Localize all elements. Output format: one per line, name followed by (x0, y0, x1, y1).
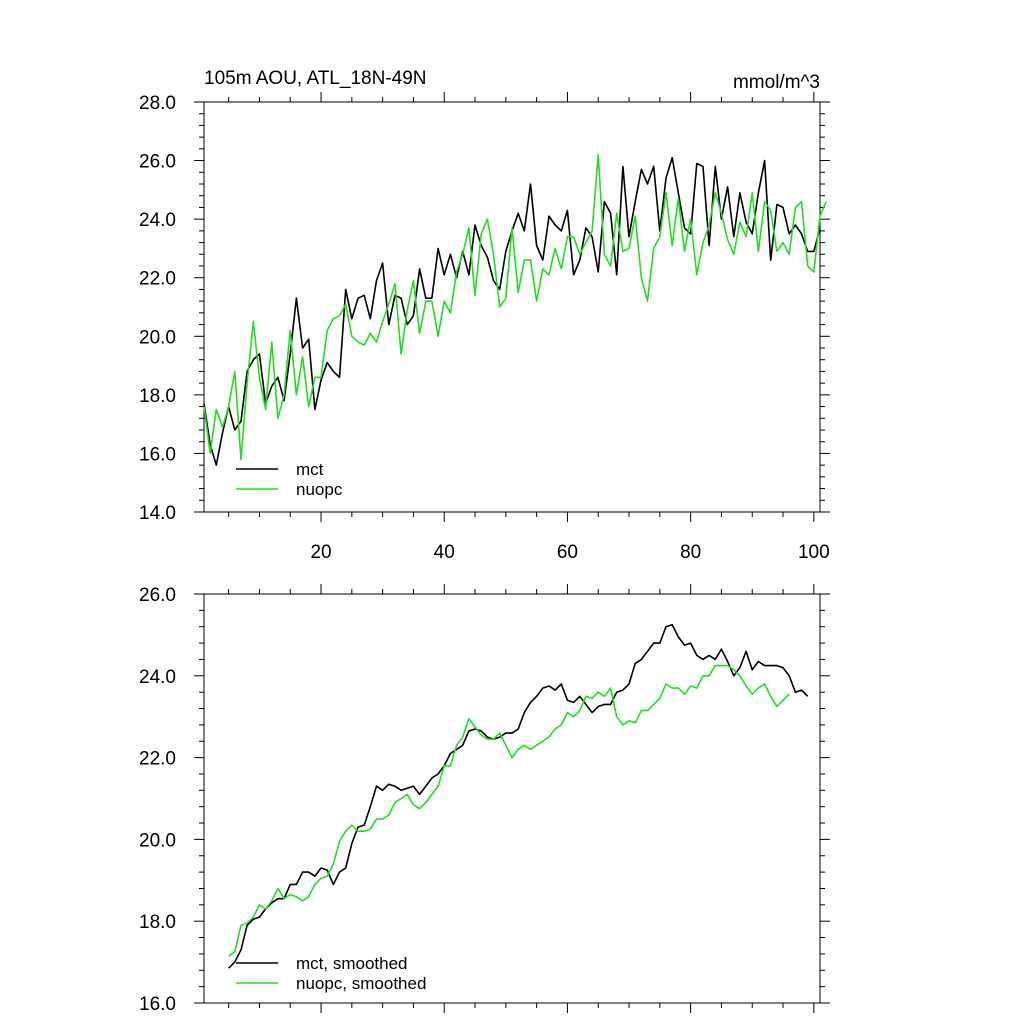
y-tick-label: 16.0 (139, 994, 176, 1015)
plot-frame (203, 593, 821, 1004)
series-line-mct-smoothed (228, 623, 809, 969)
y-tick-label: 22.0 (139, 749, 176, 770)
y-tick-label: 14.0 (139, 503, 176, 524)
series-line-mct (203, 156, 821, 466)
x-tick-label: 80 (680, 542, 701, 563)
x-tick-label: 40 (434, 542, 455, 563)
legend-label: mct, smoothed (296, 954, 408, 973)
x-tick-label: 20 (310, 542, 331, 563)
x-tick-label: 100 (798, 542, 830, 563)
series-line-nuopc (203, 153, 827, 461)
x-tick-label: 60 (557, 542, 578, 563)
series-line-nuopc-smoothed (228, 664, 790, 957)
legend-label: nuopc (296, 480, 343, 499)
top-panel-aou-raw: 14.0 16.0 18.0 20.0 22.0 24.0 26.0 28.0 20 40 60 80… (139, 68, 830, 563)
y-tick-label: 28.0 (139, 93, 176, 114)
y-tick-label: 24.0 (139, 667, 176, 688)
plot-frame (203, 101, 821, 513)
y-tick-label: 22.0 (139, 269, 176, 290)
y-tick-label: 16.0 (139, 444, 176, 465)
y-tick-label: 24.0 (139, 210, 176, 231)
y-tick-label: 20.0 (139, 830, 176, 851)
units-label: mmol/m^3 (733, 72, 820, 93)
y-tick-label: 26.0 (139, 152, 176, 173)
bottom-panel-aou-smoothed: 16.0 18.0 20.0 22.0 24.0 26.0 mct, smoothednuo… (139, 584, 830, 1015)
legend-label: nuopc, smoothed (296, 974, 426, 993)
y-tick-label: 18.0 (139, 912, 176, 933)
chart-title: 105m AOU, ATL_18N-49N (204, 68, 426, 89)
y-tick-label: 20.0 (139, 327, 176, 348)
y-tick-label: 26.0 (139, 585, 176, 606)
legend-label: mct (296, 460, 324, 479)
y-tick-label: 18.0 (139, 386, 176, 407)
